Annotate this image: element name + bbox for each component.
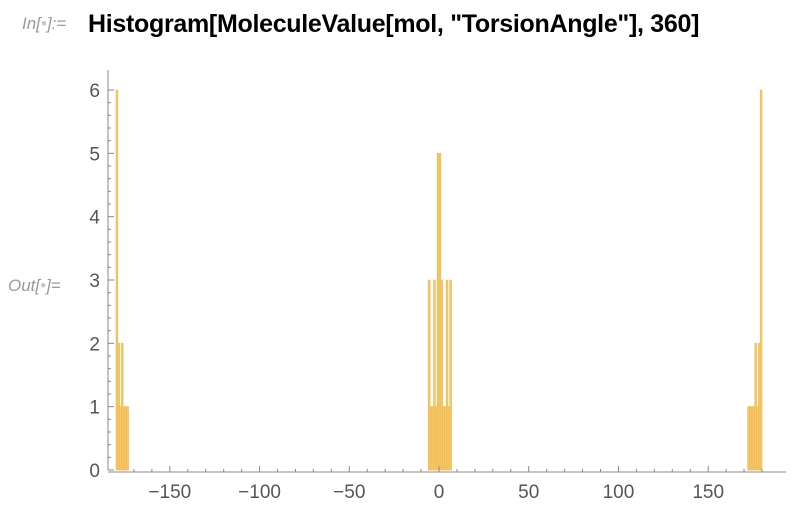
- histogram-bar: [427, 279, 431, 471]
- histogram-bar: [440, 279, 443, 471]
- histogram-bars: [115, 89, 763, 471]
- input-label-dot-icon: •: [40, 14, 47, 33]
- y-tick-label: 4: [89, 208, 100, 229]
- y-tick-label: 6: [89, 81, 100, 102]
- histogram-bar: [759, 89, 763, 471]
- output-label-dot-icon: •: [40, 276, 47, 295]
- x-tick-label: 0: [434, 482, 445, 503]
- histogram-bar: [433, 279, 436, 471]
- plot-axes: 0 1 2 3 4 5 6 −150 −100 −50 0 50 100 150: [89, 70, 786, 503]
- output-label-suffix: ]=: [46, 276, 61, 295]
- x-tick-label: −100: [238, 482, 281, 503]
- y-tick-label: 1: [89, 398, 100, 419]
- x-tick-label: −50: [333, 482, 365, 503]
- input-label-prefix: In[: [22, 14, 41, 33]
- histogram-bar: [115, 89, 119, 471]
- y-tick-label: 0: [89, 461, 100, 482]
- x-tick-label: 150: [692, 482, 724, 503]
- input-cell-code[interactable]: Histogram[MoleculeValue[mol, "TorsionAng…: [88, 10, 700, 38]
- y-tick-label: 3: [89, 271, 100, 292]
- input-label-suffix: ]:=: [46, 14, 67, 33]
- histogram-bar: [445, 279, 449, 471]
- output-label-prefix: Out[: [8, 276, 41, 295]
- x-tick-label: 100: [603, 482, 635, 503]
- histogram-bar: [449, 279, 452, 471]
- x-tick-label: 50: [518, 482, 539, 503]
- histogram-bar: [126, 406, 129, 471]
- x-tick-label: −150: [148, 482, 191, 503]
- y-tick-label: 2: [89, 334, 100, 355]
- output-cell-label: Out[•]=: [8, 276, 61, 296]
- input-cell-label: In[•]:=: [22, 14, 66, 34]
- y-tick-label: 5: [89, 144, 100, 165]
